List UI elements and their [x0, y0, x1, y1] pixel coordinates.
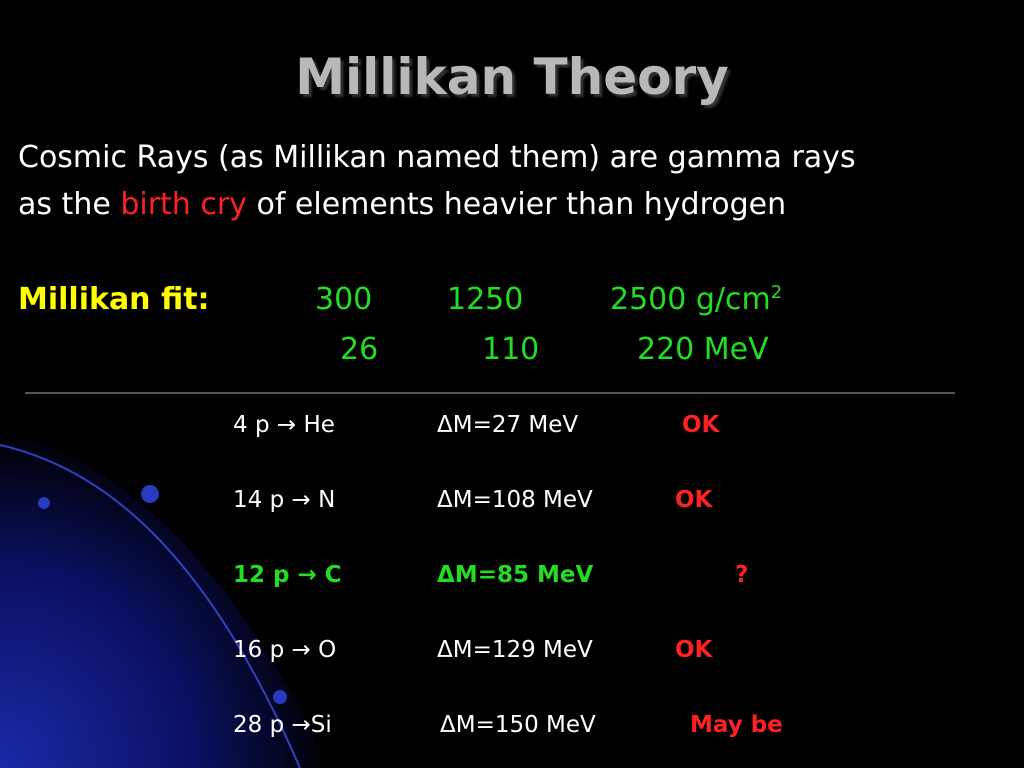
verdict: OK	[675, 487, 713, 513]
dot	[273, 690, 287, 704]
fit-value: 26	[340, 332, 379, 367]
mass-defect: ΔM=108 MeV	[437, 487, 593, 513]
verdict: OK	[675, 637, 713, 663]
dot	[38, 497, 50, 509]
reaction: 28 p →Si	[233, 712, 332, 738]
fit-value: 300	[315, 282, 373, 317]
highlight: birth cry	[120, 187, 247, 222]
mass-defect: ΔM=27 MeV	[437, 412, 579, 438]
dot	[141, 485, 159, 503]
superscript: 2	[770, 282, 783, 303]
text: of elements heavier than hydrogen	[246, 187, 787, 222]
fit-value: 110	[482, 332, 540, 367]
fit-label: Millikan fit:	[18, 282, 210, 317]
reaction: 16 p → O	[233, 637, 337, 663]
mass-defect: ΔM=150 MeV	[440, 712, 596, 738]
text: as the	[18, 187, 121, 222]
title: Millikan Theory	[295, 48, 729, 106]
reaction: 14 p → N	[233, 487, 336, 513]
fit-value: 2500 g/cm2	[610, 282, 782, 317]
verdict: OK	[682, 412, 720, 438]
reaction: 4 p → He	[233, 412, 335, 438]
text: 2500 g/cm	[610, 282, 771, 317]
intro-line: as the birth cry of elements heavier tha…	[18, 187, 786, 222]
verdict: ?	[735, 562, 749, 588]
reaction: 12 p → C	[233, 562, 342, 588]
intro-line: Cosmic Rays (as Millikan named them) are…	[18, 140, 856, 175]
swoosh	[0, 430, 330, 768]
mass-defect: ΔM=85 MeV	[437, 562, 594, 588]
verdict: May be	[690, 712, 783, 738]
mass-defect: ΔM=129 MeV	[437, 637, 593, 663]
fit-value: 1250	[447, 282, 524, 317]
swoosh-line	[0, 444, 301, 768]
fit-value: 220 MeV	[637, 332, 769, 367]
